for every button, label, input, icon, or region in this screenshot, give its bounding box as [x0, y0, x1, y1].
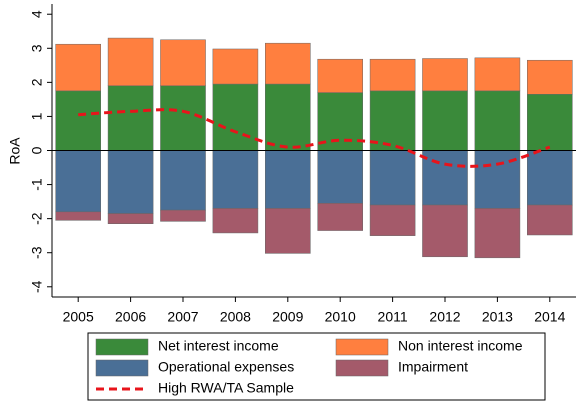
bar-segment [527, 59, 573, 95]
bar-segment [527, 204, 573, 236]
bar-segment [107, 85, 154, 151]
legend-label: Operational expenses [158, 359, 294, 375]
x-tick-label: 2013 [482, 309, 513, 325]
y-tick-label: -4 [29, 280, 45, 293]
bar-segment [107, 213, 154, 224]
bar-segment [474, 90, 521, 151]
bar-segment [422, 150, 468, 206]
bar-segment [317, 58, 363, 93]
x-tick-label: 2014 [534, 309, 565, 325]
x-tick-label: 2006 [115, 309, 146, 325]
x-tick-label: 2008 [220, 309, 251, 325]
bar-segment [265, 42, 311, 85]
bar-segment [265, 150, 311, 209]
bar-segment [160, 209, 206, 222]
bar-segment [265, 208, 311, 254]
bar-segment [212, 208, 259, 234]
x-tick-label: 2009 [272, 309, 303, 325]
bar-segment [107, 150, 154, 214]
bar-segment [317, 203, 363, 231]
bar-segment [55, 211, 101, 221]
bar-segment [212, 150, 259, 209]
y-tick-label: 0 [29, 146, 45, 154]
x-tick-label: 2007 [167, 309, 198, 325]
y-tick-label: 1 [29, 112, 45, 120]
bar-segment [107, 37, 154, 87]
legend-label: Net interest income [158, 338, 279, 354]
bar-segment [265, 83, 311, 151]
bar-segment [527, 94, 573, 151]
bar-segment [369, 150, 416, 206]
line [78, 108, 551, 168]
legend-swatch [335, 359, 389, 377]
bar-segment [55, 150, 101, 213]
y-axis-label: RoA [7, 137, 23, 165]
bar-segment [527, 150, 573, 206]
y-tick-label: -2 [29, 212, 45, 225]
bar-segment [160, 150, 206, 211]
bar-segment [369, 204, 416, 236]
legend-label: Impairment [398, 359, 468, 375]
bar-segment [369, 58, 416, 92]
bar-segment [212, 48, 259, 85]
y-tick-label: 2 [29, 78, 45, 86]
y-tick-label: 4 [29, 10, 45, 18]
legend-swatch [95, 359, 149, 377]
bar-segment [160, 85, 206, 151]
legend-swatch [95, 338, 149, 356]
bar-segment [474, 208, 521, 259]
bar-segment [55, 43, 101, 92]
bar-segment [422, 58, 468, 92]
x-tick-label: 2005 [63, 309, 94, 325]
legend-box [87, 332, 546, 401]
bar-segment [474, 57, 521, 92]
legend-label: High RWA/TA Sample [158, 380, 294, 396]
legend-label: Non interest income [398, 338, 523, 354]
bar-segment [317, 150, 363, 204]
y-tick-label: 3 [29, 44, 45, 52]
bar-segment [422, 90, 468, 151]
legend-swatch [335, 338, 389, 356]
x-tick-label: 2010 [325, 309, 356, 325]
bar-segment [55, 90, 101, 151]
bar-segment [160, 39, 206, 87]
bar-segment [422, 204, 468, 258]
y-tick-label: -1 [29, 178, 45, 191]
x-tick-label: 2011 [378, 309, 408, 325]
x-tick-label: 2012 [429, 309, 460, 325]
bar-segment [212, 83, 259, 151]
y-tick-label: -3 [29, 246, 45, 259]
